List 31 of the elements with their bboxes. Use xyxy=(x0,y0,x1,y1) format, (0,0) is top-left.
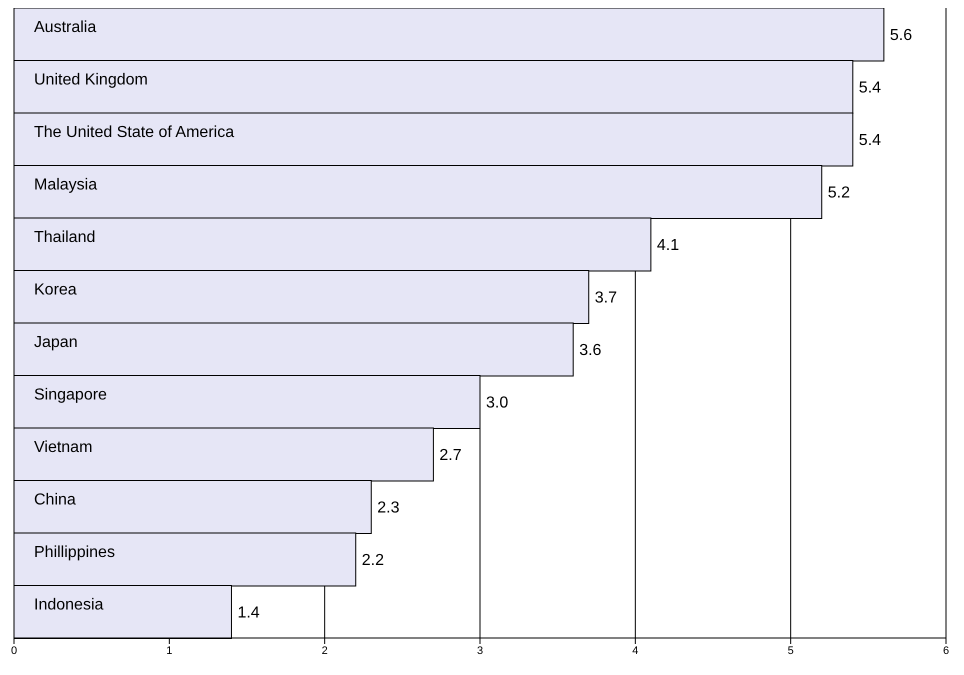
data-label: 5.2 xyxy=(828,184,850,202)
y-tick-label: Malaysia xyxy=(34,176,98,194)
y-tick-label: The United State of America xyxy=(34,124,234,141)
data-label: 5.4 xyxy=(858,132,882,150)
data-label: 5.4 xyxy=(858,80,882,97)
y-tick-label: Phillippines xyxy=(34,544,115,561)
x-tick-label: 4 xyxy=(632,644,638,657)
data-label: 4.1 xyxy=(656,237,680,254)
data-label: 1.4 xyxy=(237,604,260,622)
x-tick-label: 3 xyxy=(476,644,484,657)
y-tick-label: Singapore xyxy=(34,386,108,404)
y-tick-label: China xyxy=(34,492,76,508)
data-label: 5.6 xyxy=(890,27,912,44)
y-tick-label: Indonesia xyxy=(34,596,104,614)
data-label: 2.7 xyxy=(439,447,462,464)
data-label: 2.2 xyxy=(362,552,384,570)
x-tick-label: 1 xyxy=(166,644,172,657)
x-tick-label: 2 xyxy=(322,644,328,657)
y-tick-label: Thailand xyxy=(34,229,96,246)
y-tick-label: Japan xyxy=(34,334,78,351)
x-tick-label: 5 xyxy=(788,644,794,657)
data-label: 3.7 xyxy=(594,290,618,307)
x-tick-label: 0 xyxy=(10,644,18,657)
y-tick-label: United Kingdom xyxy=(34,72,148,88)
y-tick-label: Australia xyxy=(34,19,96,36)
data-label: 2.3 xyxy=(377,500,400,517)
x-tick-label: 6 xyxy=(942,644,950,657)
y-tick-label: Korea xyxy=(34,282,77,298)
data-label: 3.0 xyxy=(486,394,508,412)
y-tick-label: Vietnam xyxy=(34,439,92,456)
data-label: 3.6 xyxy=(579,342,602,360)
